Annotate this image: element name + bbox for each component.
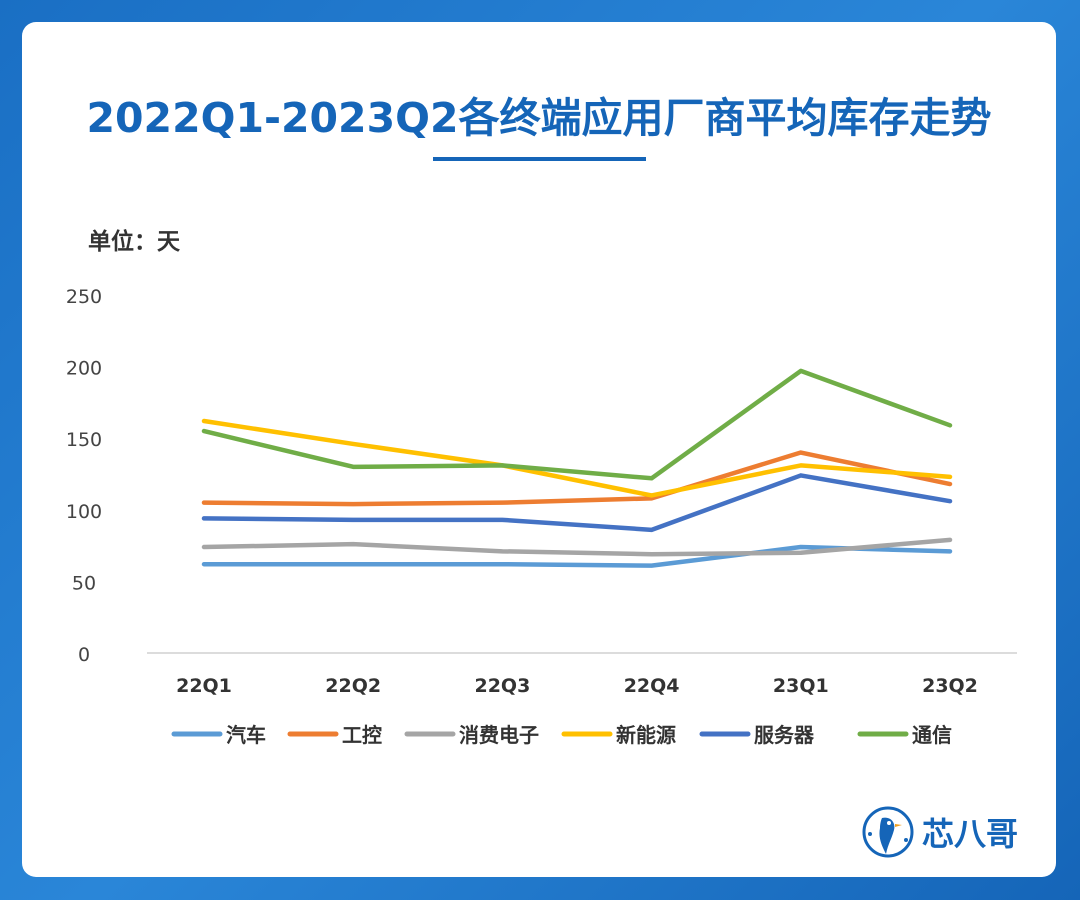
series-line-服务器 <box>201 473 953 533</box>
legend-label: 服务器 <box>754 723 815 747</box>
y-tick-label: 0 <box>78 644 90 666</box>
legend-label: 工控 <box>342 723 382 747</box>
x-tick-label: 22Q2 <box>325 675 381 697</box>
series-line-新能源 <box>201 418 953 498</box>
x-tick-label: 22Q4 <box>624 675 680 697</box>
x-tick-label: 22Q3 <box>474 675 530 697</box>
series-line-工控 <box>201 450 953 507</box>
y-tick-label: 50 <box>72 572 96 594</box>
series-line-通信 <box>201 368 953 481</box>
bird-logo-icon <box>862 806 914 858</box>
chart-card: 2022Q1-2023Q2各终端应用厂商平均库存走势 单位：天 0 50 100 15… <box>22 22 1056 877</box>
brand: 芯八哥 <box>860 802 1018 862</box>
unit-label: 单位：天 <box>88 229 180 255</box>
title-underline <box>433 157 646 161</box>
y-tick-label: 250 <box>66 286 102 308</box>
legend-label: 消费电子 <box>459 723 539 747</box>
x-tick-label: 23Q2 <box>922 675 978 697</box>
chart-title: 2022Q1-2023Q2各终端应用厂商平均库存走势 <box>86 94 992 142</box>
x-tick-label: 23Q1 <box>773 675 829 697</box>
brand-name: 芯八哥 <box>922 815 1019 853</box>
line-chart: 0 50 100 150 200 250 22Q1 22Q2 22Q3 22Q4 23Q1 23Q2 汽… <box>66 286 1017 747</box>
legend-label: 新能源 <box>616 723 676 747</box>
legend-label: 通信 <box>912 723 952 747</box>
series-line-消费电子 <box>201 537 953 557</box>
y-tick-label: 100 <box>66 501 102 523</box>
y-tick-label: 200 <box>66 358 102 380</box>
y-tick-label: 150 <box>66 429 102 451</box>
x-tick-label: 22Q1 <box>176 675 232 697</box>
legend-label: 汽车 <box>226 723 266 747</box>
series-line-汽车 <box>201 544 953 568</box>
